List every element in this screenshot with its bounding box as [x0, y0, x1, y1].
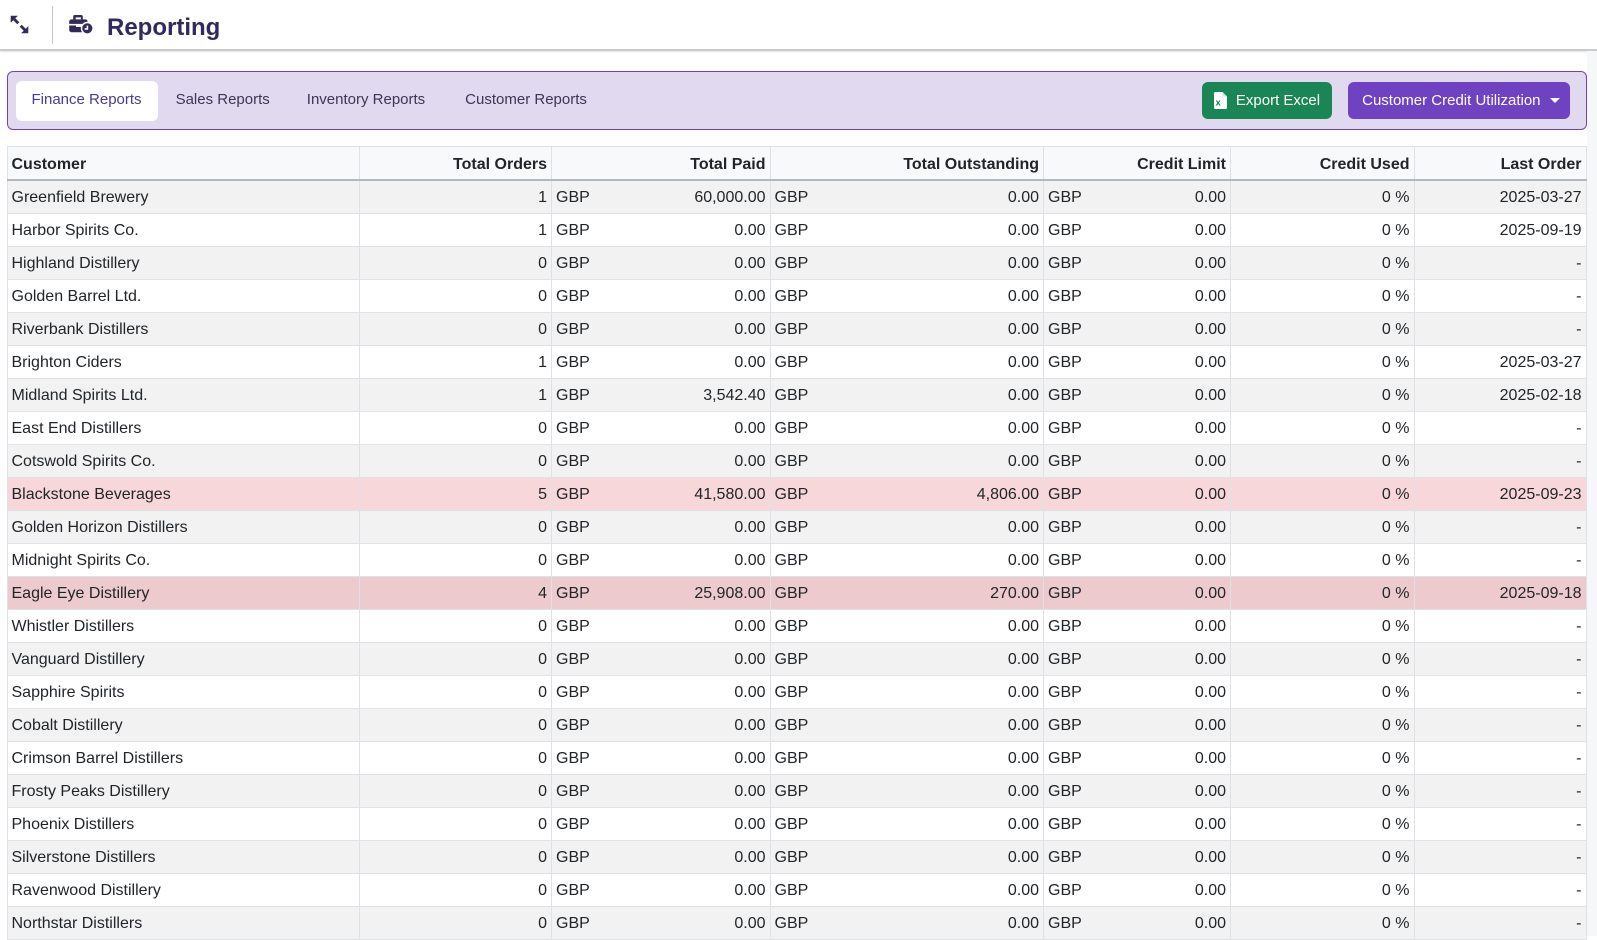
svg-text:x: x	[1215, 98, 1221, 109]
